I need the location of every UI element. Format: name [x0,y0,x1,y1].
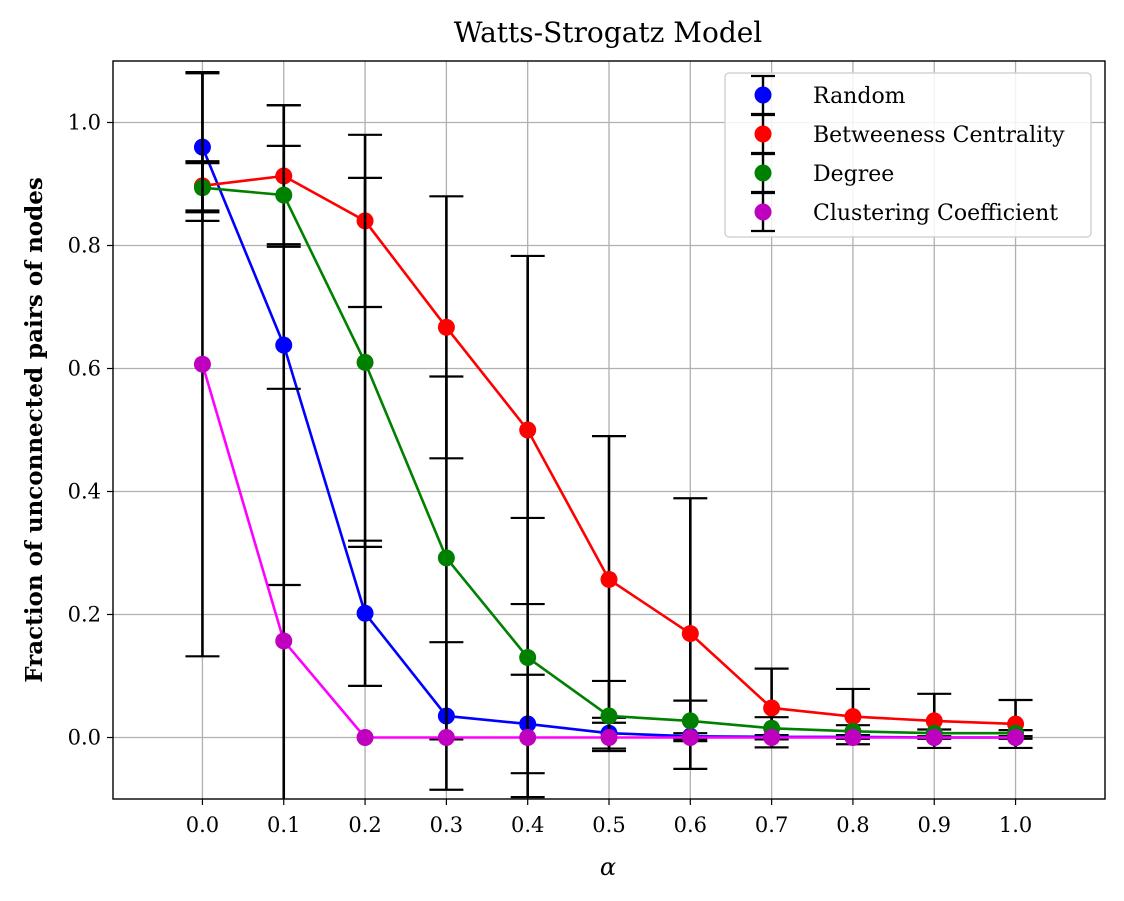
data-point [437,549,455,567]
data-point [600,729,618,746]
legend-item: Degree [751,152,894,194]
data-point [763,729,781,746]
x-tick-label: 0.5 [592,813,625,837]
data-point [356,729,374,746]
x-tick-label: 0.9 [918,813,951,837]
data-point [275,336,293,354]
x-tick-label: 0.0 [186,813,219,837]
x-tick-label: 0.3 [430,813,463,837]
y-tick-label: 1.0 [68,111,101,135]
legend-box [724,72,1092,238]
data-point [356,604,374,622]
legend-marker [754,86,772,104]
legend-item: Clustering Coefficient [751,191,1058,233]
data-point [844,708,862,726]
x-tick-label: 0.6 [674,813,707,837]
legend-label: Betweeness Centrality [813,123,1065,148]
legend-label: Degree [813,162,894,187]
x-tick-label: 0.2 [348,813,381,837]
data-point [275,186,293,204]
y-tick-label: 0.0 [68,726,101,750]
data-point [193,355,211,373]
axis-ticks: 0.0 0.1 0.2 0.3 0.4 0.5 0.6 0.7 0.8 0.9 1.0 0.0 0.2 0… [68,111,1033,838]
y-tick-label: 0.2 [68,603,101,627]
data-point [437,318,455,336]
legend: Random Betweeness Centrality Degree Cluster… [724,72,1092,238]
data-point [1007,729,1025,746]
y-tick-label: 0.8 [68,234,101,258]
data-point [763,699,781,717]
legend-marker [754,203,772,221]
plot-frame [112,60,1106,800]
data-point [519,649,537,667]
x-axis-label: α [600,853,616,881]
data-point [519,421,537,439]
data-point [925,712,943,730]
legend-label: Random [813,84,906,109]
y-tick-label: 0.6 [68,357,101,381]
series-clustering-coefficient [185,70,1025,799]
data-point [681,729,699,746]
data-point [681,625,699,643]
data-point [681,712,699,730]
x-tick-label: 0.7 [755,813,788,837]
data-point [275,632,293,650]
series-layer [185,70,1033,799]
x-tick-label: 0.1 [267,813,300,837]
x-tick-label: 1.0 [999,813,1032,837]
chart-title: Watts-Strogatz Model [454,16,763,49]
legend-marker [754,164,772,182]
data-point [844,729,862,746]
data-point [519,729,537,746]
x-tick-label: 0.4 [511,813,544,837]
data-point [356,353,374,371]
data-point [437,729,455,746]
data-point [600,707,618,725]
data-point [600,570,618,588]
y-tick-label: 0.4 [68,480,101,504]
legend-label: Clustering Coefficient [813,201,1058,226]
data-point [925,729,943,746]
y-axis-label: Fraction of unconnected pairs of nodes [21,177,48,683]
series-degree [185,144,1033,799]
legend-marker [754,125,772,143]
x-tick-label: 0.8 [836,813,869,837]
